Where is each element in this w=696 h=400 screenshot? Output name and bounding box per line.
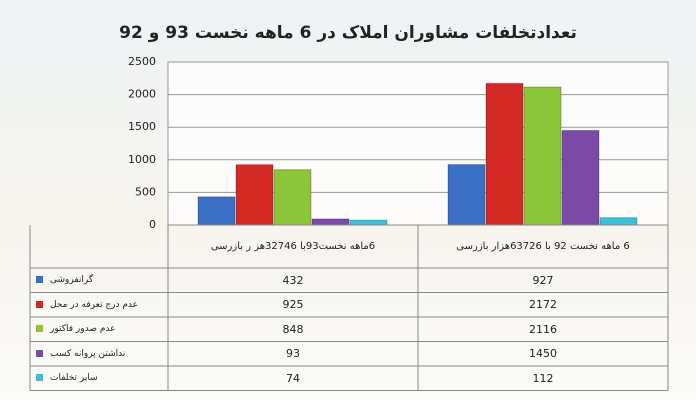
table-value: 93 [286,347,300,361]
y-tick-label: 1500 [128,120,156,133]
table-value: 848 [282,322,304,336]
y-tick-label: 1000 [128,153,156,166]
chart-title: تعدادتخلفات مشاوران املاک در 6 ماهه نخست… [119,23,577,43]
table-value: 74 [286,371,300,385]
legend-swatch [36,300,43,308]
category-label: 6ماهه نخست93با 32746هز ر بازرسی [210,241,376,252]
table-value: 112 [532,371,554,385]
legend-swatch [36,374,43,382]
legend-label: گرانفروشی [50,275,94,286]
bar [273,169,312,226]
bar [523,86,562,226]
bar [485,82,524,226]
legend-entry: نداشتن پروانه کسب [30,342,168,367]
legend-swatch [36,349,43,357]
table-value: 927 [532,273,554,287]
legend-swatch [36,276,43,284]
legend-entry: عدم صدور فاکتور [30,317,168,342]
legend-label: سایر تخلفات [50,373,98,384]
legend-label: نداشتن پروانه کسب [50,348,126,359]
bar [197,196,236,226]
table-value: 925 [282,298,304,312]
legend-entry: گرانفروشی [30,268,168,293]
y-tick-label: 2000 [128,88,156,101]
bar [599,217,638,226]
legend-label: عدم صدور فاکتور [50,324,116,335]
table-value: 432 [282,273,304,287]
y-tick-label: 2500 [128,55,156,68]
table-value: 2172 [529,298,557,312]
table-value: 2116 [529,322,557,336]
bar [235,164,274,226]
category-label: 6 ماهه نخست 92 با 63726هزار بازرسی [456,241,630,252]
y-tick-label: 500 [135,185,156,198]
legend-label: عدم درج تعرفه در محل [50,299,139,310]
legend-entry: سایر تخلفات [30,366,168,391]
bar [447,164,486,226]
legend-swatch [36,325,43,333]
table-value: 1450 [529,347,557,361]
legend-entry: عدم درج تعرفه در محل [30,293,168,318]
bar [561,129,600,226]
y-tick-label: 0 [149,218,156,231]
